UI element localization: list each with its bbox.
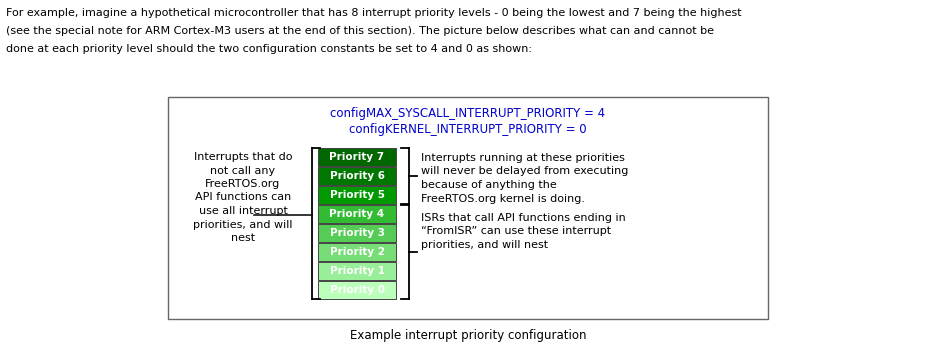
Text: Priority 4: Priority 4 [329, 209, 384, 219]
Text: use all interrupt: use all interrupt [198, 206, 288, 216]
Text: Interrupts that do: Interrupts that do [194, 152, 292, 162]
Text: For example, imagine a hypothetical microcontroller that has 8 interrupt priorit: For example, imagine a hypothetical micr… [6, 8, 742, 18]
Bar [318, 262, 396, 280]
Text: Priority 3: Priority 3 [330, 228, 384, 238]
Bar [318, 148, 396, 166]
Text: priorities, and will: priorities, and will [194, 219, 292, 229]
Text: priorities, and will nest: priorities, and will nest [421, 240, 548, 250]
Text: “FromISR” can use these interrupt: “FromISR” can use these interrupt [421, 227, 611, 237]
Text: will never be delayed from executing: will never be delayed from executing [421, 167, 628, 177]
Bar [318, 205, 396, 223]
Text: configMAX_SYSCALL_INTERRUPT_PRIORITY = 4: configMAX_SYSCALL_INTERRUPT_PRIORITY = 4 [331, 107, 605, 120]
Text: Priority 0: Priority 0 [330, 285, 384, 295]
Bar [318, 281, 396, 299]
Bar [318, 186, 396, 204]
Text: Example interrupt priority configuration: Example interrupt priority configuration [350, 329, 587, 342]
Text: done at each priority level should the two configuration constants be set to 4 a: done at each priority level should the t… [6, 44, 532, 54]
Bar [318, 243, 396, 261]
Text: API functions can: API functions can [195, 193, 291, 203]
Text: (see the special note for ARM Cortex-M3 users at the end of this section). The p: (see the special note for ARM Cortex-M3 … [6, 26, 714, 36]
Text: configKERNEL_INTERRUPT_PRIORITY = 0: configKERNEL_INTERRUPT_PRIORITY = 0 [349, 123, 587, 136]
Text: nest: nest [231, 233, 255, 243]
Text: Priority 1: Priority 1 [330, 266, 384, 276]
Text: Priority 6: Priority 6 [330, 171, 384, 181]
Text: FreeRTOS.org: FreeRTOS.org [205, 179, 281, 189]
Text: ISRs that call API functions ending in: ISRs that call API functions ending in [421, 213, 626, 223]
Text: Interrupts running at these priorities: Interrupts running at these priorities [421, 153, 625, 163]
Text: not call any: not call any [211, 166, 275, 176]
Bar [318, 167, 396, 185]
Bar [168, 97, 768, 319]
Text: Priority 2: Priority 2 [330, 247, 384, 257]
Text: FreeRTOS.org kernel is doing.: FreeRTOS.org kernel is doing. [421, 194, 585, 204]
Text: because of anything the: because of anything the [421, 180, 556, 190]
Text: Priority 5: Priority 5 [330, 190, 384, 200]
Bar [318, 224, 396, 242]
Text: Priority 7: Priority 7 [329, 152, 384, 162]
